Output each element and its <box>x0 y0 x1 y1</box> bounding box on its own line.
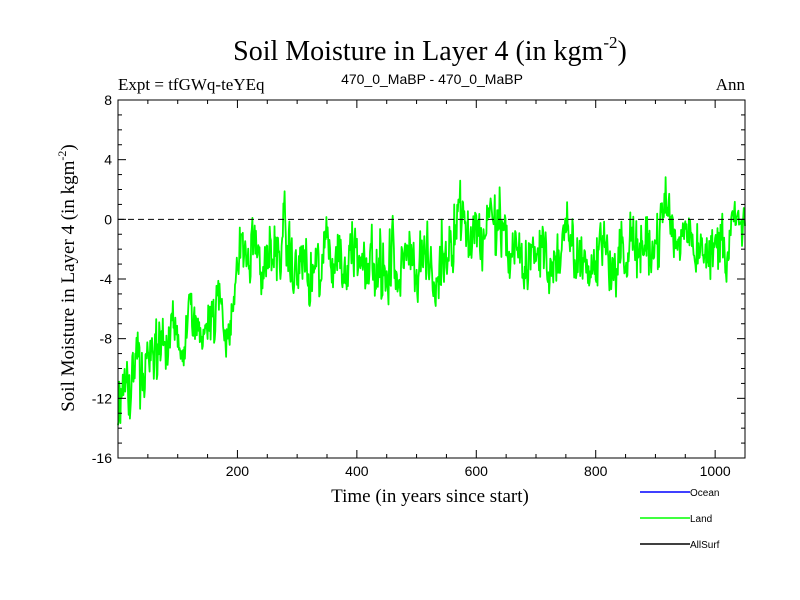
x-tick-label: 800 <box>584 463 608 479</box>
y-tick-label: -4 <box>100 271 113 287</box>
y-axis-title: Soil Moisture in Layer 4 (in kgm-2) <box>55 144 79 412</box>
x-tick-label: 200 <box>226 463 250 479</box>
y-tick-label: 8 <box>104 92 112 108</box>
legend-label-ocean: Ocean <box>690 488 719 499</box>
series-line-land <box>117 176 746 426</box>
season-label: Ann <box>716 75 746 94</box>
legend-label-allsurf: AllSurf <box>690 540 720 551</box>
x-tick-label: 400 <box>345 463 369 479</box>
experiment-label: Expt = tfGWq-teYEq <box>118 75 265 94</box>
x-tick-label: 600 <box>465 463 489 479</box>
y-tick-label: 4 <box>104 152 112 168</box>
y-tick-label: -12 <box>92 390 112 406</box>
legend-label-land: Land <box>690 514 712 525</box>
axis-ticks: 200 400 600 800 1000 8 4 0 -4 -8 -12 -16 <box>92 92 745 479</box>
chart-title: Soil Moisture in Layer 4 (in kgm-2) <box>233 33 627 67</box>
y-tick-label: 0 <box>104 211 112 227</box>
y-tick-label: -8 <box>100 331 113 347</box>
x-axis-title: Time (in years since start) <box>331 486 529 507</box>
x-tick-label: 1000 <box>700 463 731 479</box>
series-layer <box>117 176 746 426</box>
period-label: 470_0_MaBP - 470_0_MaBP <box>341 71 523 87</box>
legend: Ocean Land AllSurf <box>640 488 720 551</box>
y-tick-label: -16 <box>92 450 112 466</box>
plot-frame <box>117 99 746 459</box>
